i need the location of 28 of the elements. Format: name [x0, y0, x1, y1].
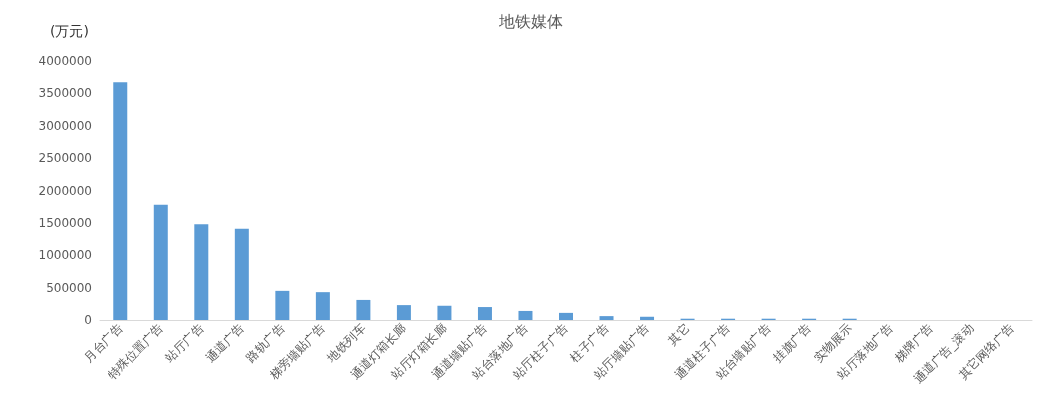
- y-tick-label: 1500000: [38, 215, 92, 230]
- y-tick-label: 500000: [46, 280, 92, 295]
- y-tick-label: 3000000: [38, 118, 92, 133]
- bar: [315, 292, 330, 320]
- bar: [437, 305, 452, 320]
- bar: [153, 204, 168, 320]
- y-tick-label: 1000000: [38, 248, 92, 263]
- bar: [356, 299, 371, 320]
- x-tick-label: 站厅广告: [162, 321, 207, 365]
- y-tick-label: 0: [84, 313, 92, 327]
- bar: [396, 305, 411, 320]
- bar: [477, 307, 492, 320]
- chart-title: 地铁媒体: [498, 11, 563, 31]
- bar: [599, 316, 614, 320]
- y-tick-label: 2000000: [38, 183, 92, 198]
- y-axis-title: (万元): [50, 23, 89, 39]
- x-tick-label: 挂旗广告: [770, 321, 815, 365]
- bar: [559, 312, 573, 320]
- bar: [518, 310, 533, 320]
- bar: [194, 224, 209, 320]
- bar: [640, 316, 655, 320]
- x-tick-label: 其它: [665, 321, 693, 348]
- y-tick-label: 3500000: [38, 86, 92, 101]
- bar: [275, 290, 290, 320]
- y-tick-label: 2500000: [38, 151, 92, 166]
- bar: [113, 82, 128, 320]
- y-tick-label: 4000000: [38, 54, 92, 68]
- bar: [234, 228, 249, 320]
